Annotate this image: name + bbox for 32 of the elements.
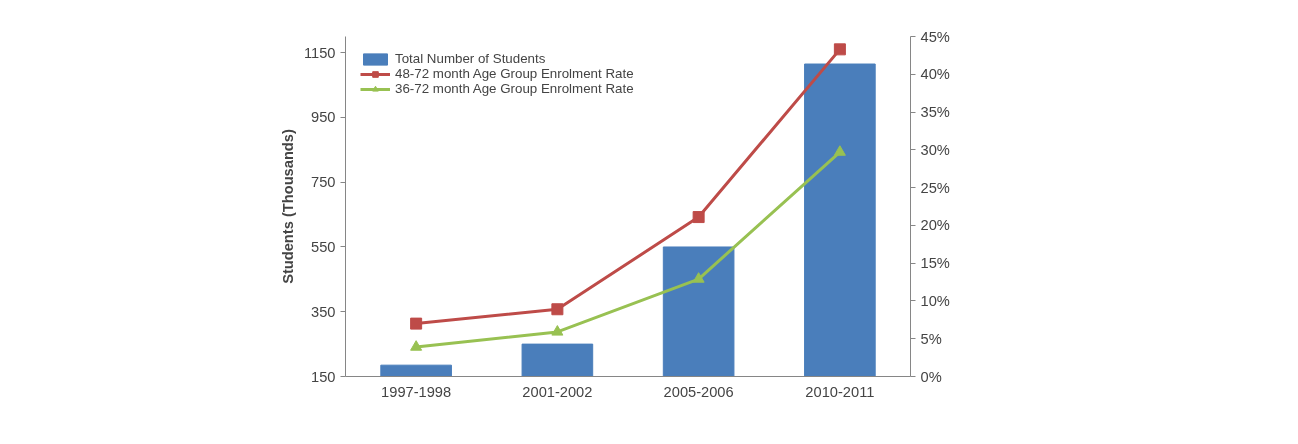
y-tick-label: 350 xyxy=(311,303,336,320)
y2-tick-label: 5% xyxy=(920,330,942,347)
x-tick-label: 2010-2011 xyxy=(805,383,875,400)
y2-tick-label: 10% xyxy=(920,292,950,309)
y-tick-label: 950 xyxy=(311,109,336,126)
y2-tick-label: 20% xyxy=(920,217,950,234)
y2-tick-label: 45% xyxy=(920,28,950,45)
y2-tick-label: 40% xyxy=(920,66,950,83)
point xyxy=(410,317,423,330)
legend-label: Total Number of Students xyxy=(395,51,546,66)
point xyxy=(551,303,564,316)
y-tick-label: 550 xyxy=(311,238,336,255)
point xyxy=(833,43,846,56)
point xyxy=(833,145,846,156)
x-tick-label: 2001-2002 xyxy=(522,383,593,400)
y2-tick-label: 30% xyxy=(920,141,950,158)
y-axis-title: Students (Thousands) xyxy=(279,129,296,284)
point xyxy=(410,340,423,351)
legend-label: 48-72 month Age Group Enrolment Rate xyxy=(395,66,634,81)
y2-tick-label: 25% xyxy=(920,179,950,196)
point xyxy=(692,211,705,224)
y-tick-label: 150 xyxy=(311,368,336,385)
y-tick-label: 750 xyxy=(311,174,336,191)
point xyxy=(692,272,705,283)
x-tick-label: 2005-2006 xyxy=(663,383,734,400)
x-tick-label: 1997-1998 xyxy=(381,383,452,400)
point xyxy=(551,325,564,336)
legend-label: 36-72 month Age Group Enrolment Rate xyxy=(395,81,634,96)
y2-tick-label: 15% xyxy=(920,255,950,272)
y-tick-label: 1150 xyxy=(303,44,336,61)
y2-tick-label: 0% xyxy=(920,368,942,385)
y2-tick-label: 35% xyxy=(920,104,950,121)
